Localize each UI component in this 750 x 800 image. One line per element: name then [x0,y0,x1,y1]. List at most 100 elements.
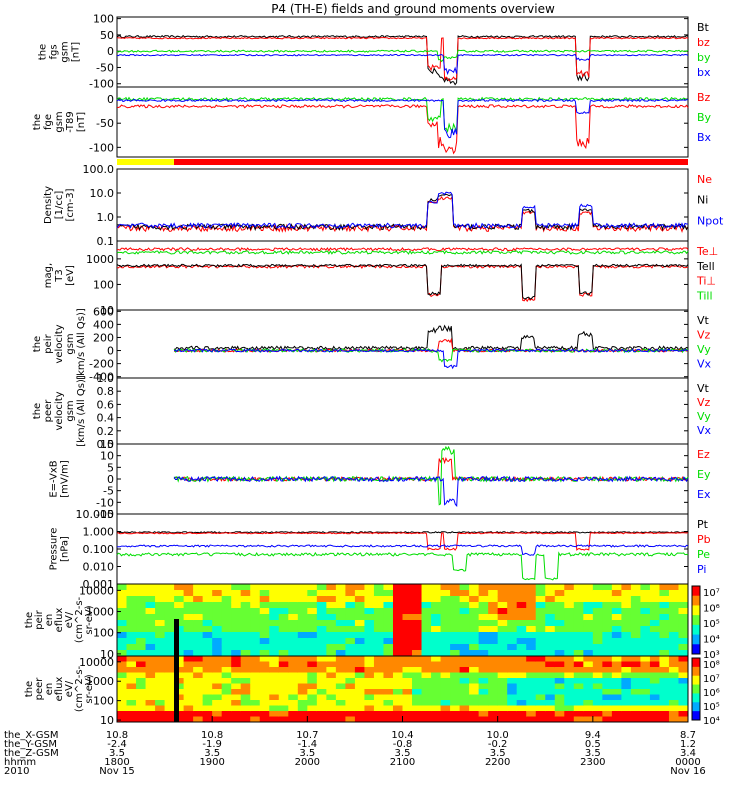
series-Te⊥ [116,264,689,303]
legend-Pi: Pi [697,563,706,576]
spectrogram-cell [269,678,280,684]
spectrogram-cell [678,620,689,627]
spectrogram-cell [478,632,489,639]
spectrogram-cell [117,602,128,609]
spectrogram-cell [440,602,451,609]
colorbar-label: 10³ [703,650,720,661]
spectrogram-cell [164,672,175,679]
spectrogram-cell [269,632,280,639]
spectrogram-cell [364,626,375,633]
spectrogram-cell [649,711,660,717]
y-tick-label: 0.100 [83,543,115,556]
spectrogram-cell [459,700,470,706]
spectrogram-cell [668,678,679,684]
spectrogram-cell [164,661,175,668]
spectrogram-cell [373,678,384,684]
spectrogram-cell [183,700,194,706]
spectrogram-cell [535,602,546,609]
spectrogram-cell [516,632,527,639]
spectrogram-cell [611,716,622,723]
spectrogram-cell [240,694,251,701]
spectrogram-cell [602,632,613,639]
spectrogram-cell [297,705,308,712]
spectrogram-cell [412,689,423,695]
spectrogram-cell [421,602,432,609]
spectrogram-cell [573,705,584,712]
spectrogram-cell [307,683,318,690]
spectrogram-cell [164,700,175,706]
spectrogram-cell [459,602,470,609]
spectrogram-cell [412,644,423,651]
spectrogram-cell [668,650,679,657]
spectrogram-cell [526,711,537,717]
y-tick-label: 100 [93,278,114,291]
spectrogram-cell [554,705,565,712]
spectrogram-cell [288,700,299,706]
spectrogram-cell [630,683,641,690]
spectrogram-cell [155,584,166,591]
spectrogram-cell [668,602,679,609]
spectrogram-cell [630,632,641,639]
y-axis-label: fgs [49,44,60,59]
legend-Bz: Bz [697,91,711,104]
spectrogram-cell [621,700,632,706]
spectrogram-cell [649,689,660,695]
spectrogram-cell [535,705,546,712]
spectrogram-cell [421,638,432,645]
spectrogram-cell [630,608,641,615]
spectrogram-cell [373,650,384,657]
spectrogram-cell [516,656,527,662]
spectrogram-cell [535,620,546,627]
spectrogram-cell [659,689,670,695]
spectrogram-cell [212,614,223,621]
spectrogram-cell [221,596,232,603]
spectrogram-cell [611,705,622,712]
spectrogram-cell [412,614,423,621]
spectrogram-cell [307,650,318,657]
spectrogram-cell [554,667,565,673]
spectrogram-cell [545,596,556,603]
spectrogram-cell [345,602,356,609]
spectrogram-cell [592,614,603,621]
spectrogram-cell [412,705,423,712]
legend-Vt: Vt [697,314,710,327]
spectrogram-cell [307,602,318,609]
spectrogram-cell [564,632,575,639]
spectrogram-cell [136,700,147,706]
spectrogram-cell [640,620,651,627]
spectrogram-cell [288,661,299,668]
spectrogram-cell [183,689,194,695]
spectrogram-cell [307,608,318,615]
status-bar-yellow [117,159,174,165]
ephemeris-value: 10.0 [487,730,509,741]
legend-Bt: Bt [697,21,710,34]
spectrogram-cell [164,667,175,673]
spectrogram-cell [412,661,423,668]
spectrogram-cell [383,620,394,627]
panel-frame [116,377,689,445]
spectrogram-cell [640,694,651,701]
spectrogram-cell [592,590,603,597]
spectrogram-cell [326,596,337,603]
spectrogram-cell [364,711,375,717]
spectrogram-cell [469,638,480,645]
ephemeris-value: -2.4 [107,739,127,750]
spectrogram-cell [383,716,394,723]
spectrogram-cell [326,590,337,597]
spectrogram-cell [231,614,242,621]
spectrogram-cell [164,711,175,717]
spectrogram-cell [478,638,489,645]
spectrogram-cell [516,683,527,690]
spectrogram-cell [174,694,185,701]
spectrogram-cell [630,705,641,712]
spectrogram-cell [250,656,261,662]
spectrogram-cell [573,650,584,657]
spectrogram-cell [335,694,346,701]
ephemeris-value: 10.7 [296,730,318,741]
spectrogram-cell [335,689,346,695]
spectrogram-cell [240,644,251,651]
spectrogram-cell [592,672,603,679]
y-axis-label: gsm [65,400,76,421]
spectrogram-cell [678,683,689,690]
